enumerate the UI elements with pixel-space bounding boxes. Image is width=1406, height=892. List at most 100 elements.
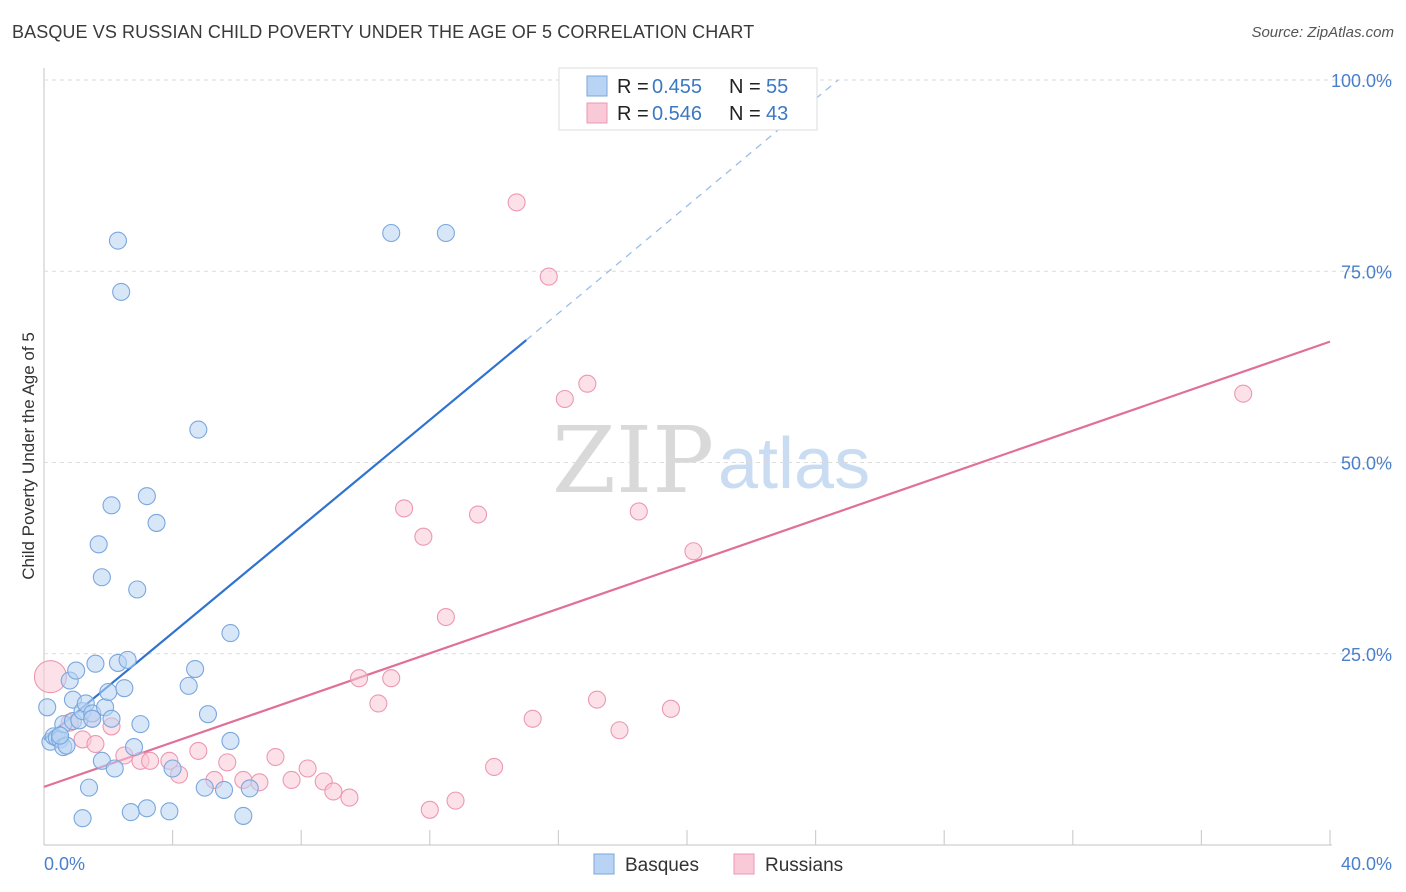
watermark-atlas: atlas — [718, 424, 870, 504]
basques-point — [99, 682, 118, 702]
russians-point — [189, 741, 208, 760]
russians-point — [350, 669, 369, 688]
bottom-legend-russians: Russians — [765, 855, 843, 876]
basques-point — [92, 568, 111, 587]
y-tick-labels: 25.0% 50.0% 75.0% 100.0% — [1331, 71, 1392, 665]
basques-point — [221, 624, 240, 643]
russians-point — [141, 751, 160, 770]
basques-point — [108, 231, 127, 250]
basques-point — [115, 679, 134, 698]
russians-points — [33, 193, 1253, 819]
basques-point — [137, 799, 156, 818]
y-tick-label-50: 50.0% — [1341, 454, 1392, 474]
bottom-legend-basques: Basques — [625, 855, 699, 876]
basques-point — [234, 806, 253, 825]
russians-point — [578, 374, 597, 393]
legend-n-label-russians: N = — [729, 103, 761, 125]
basques-point — [186, 659, 205, 679]
russians-point — [420, 800, 439, 819]
x-tick-label-max: 40.0% — [1341, 854, 1392, 874]
russians-point — [446, 791, 465, 810]
basques-point — [221, 731, 240, 751]
basques-point — [137, 487, 156, 506]
russians-point — [340, 788, 359, 807]
russians-point — [468, 505, 488, 524]
russians-point — [395, 499, 414, 518]
russians-point — [266, 747, 285, 767]
basques-point — [118, 650, 137, 669]
watermark-zip: ZIP — [552, 407, 714, 514]
basques-point — [128, 580, 147, 599]
basques-point — [214, 780, 234, 799]
basques-point — [179, 676, 198, 695]
basques-point — [121, 803, 140, 822]
basques-points — [38, 223, 455, 828]
russians-point — [523, 709, 542, 728]
russians-point — [218, 753, 237, 772]
russians-point — [86, 734, 105, 754]
russians-point — [684, 542, 703, 561]
basques-point — [195, 778, 214, 797]
russians-point — [539, 267, 558, 286]
basques-point — [89, 535, 108, 554]
basques-point — [102, 496, 121, 515]
basques-trend-line — [43, 339, 527, 741]
basques-point — [240, 779, 259, 798]
legend-n-value-russians: 43 — [766, 103, 788, 125]
basques-point — [67, 661, 86, 680]
russians-point — [298, 759, 317, 778]
russians-point — [324, 782, 343, 801]
legend-r-label-basques: R = — [617, 76, 649, 98]
bottom-legend-swatch-basques — [593, 853, 615, 875]
russians-point — [610, 721, 629, 740]
russians-point — [436, 607, 455, 627]
russians-point — [282, 770, 301, 790]
legend-box: R = 0.455 N = 55 R = 0.546 N = 43 — [558, 67, 818, 131]
basques-point — [105, 759, 124, 778]
basques-point — [83, 709, 102, 728]
russians-point — [507, 193, 526, 212]
legend-swatch-russians — [586, 102, 608, 124]
chart-title: BASQUE VS RUSSIAN CHILD POVERTY UNDER TH… — [12, 22, 755, 42]
basques-point — [147, 513, 166, 532]
russians-point — [369, 694, 388, 713]
y-tick-label-100: 100.0% — [1331, 71, 1392, 91]
russians-point — [485, 757, 504, 777]
source-label: Source: ZipAtlas.com — [1251, 24, 1394, 41]
legend-n-label-basques: N = — [729, 76, 761, 98]
y-tick-label-75: 75.0% — [1341, 262, 1392, 282]
basques-point — [131, 715, 150, 734]
basques-point — [189, 420, 208, 439]
legend-r-value-basques: 0.455 — [652, 76, 702, 98]
basques-point — [102, 709, 121, 728]
gridlines — [44, 79, 1392, 655]
basques-point — [73, 809, 92, 828]
basques-point — [436, 223, 455, 243]
legend-r-label-russians: R = — [617, 103, 649, 125]
basques-point — [86, 654, 105, 673]
russians-point — [587, 690, 607, 709]
x-tick-marks — [172, 830, 1331, 845]
legend-swatch-basques — [586, 75, 608, 97]
basques-point — [160, 802, 179, 821]
basques-point — [51, 726, 70, 745]
bottom-legend-swatch-russians — [733, 853, 755, 875]
bottom-legend: Basques Russians — [593, 853, 843, 876]
basques-point — [382, 223, 401, 243]
russians-point — [555, 389, 574, 409]
basques-point — [38, 698, 57, 717]
basques-point — [198, 705, 218, 724]
basques-point — [79, 778, 99, 797]
x-tick-label-min: 0.0% — [44, 854, 85, 874]
russians-point — [382, 669, 401, 688]
russians-point — [629, 502, 648, 521]
legend-r-value-russians: 0.546 — [652, 103, 702, 125]
legend-n-value-basques: 55 — [766, 76, 788, 98]
russians-point — [661, 699, 680, 718]
basques-point — [163, 759, 182, 778]
russians-trend-line — [43, 340, 1331, 788]
y-axis-label: Child Poverty Under the Age of 5 — [19, 332, 38, 580]
y-tick-label-25: 25.0% — [1341, 645, 1392, 665]
basques-point — [124, 738, 144, 757]
